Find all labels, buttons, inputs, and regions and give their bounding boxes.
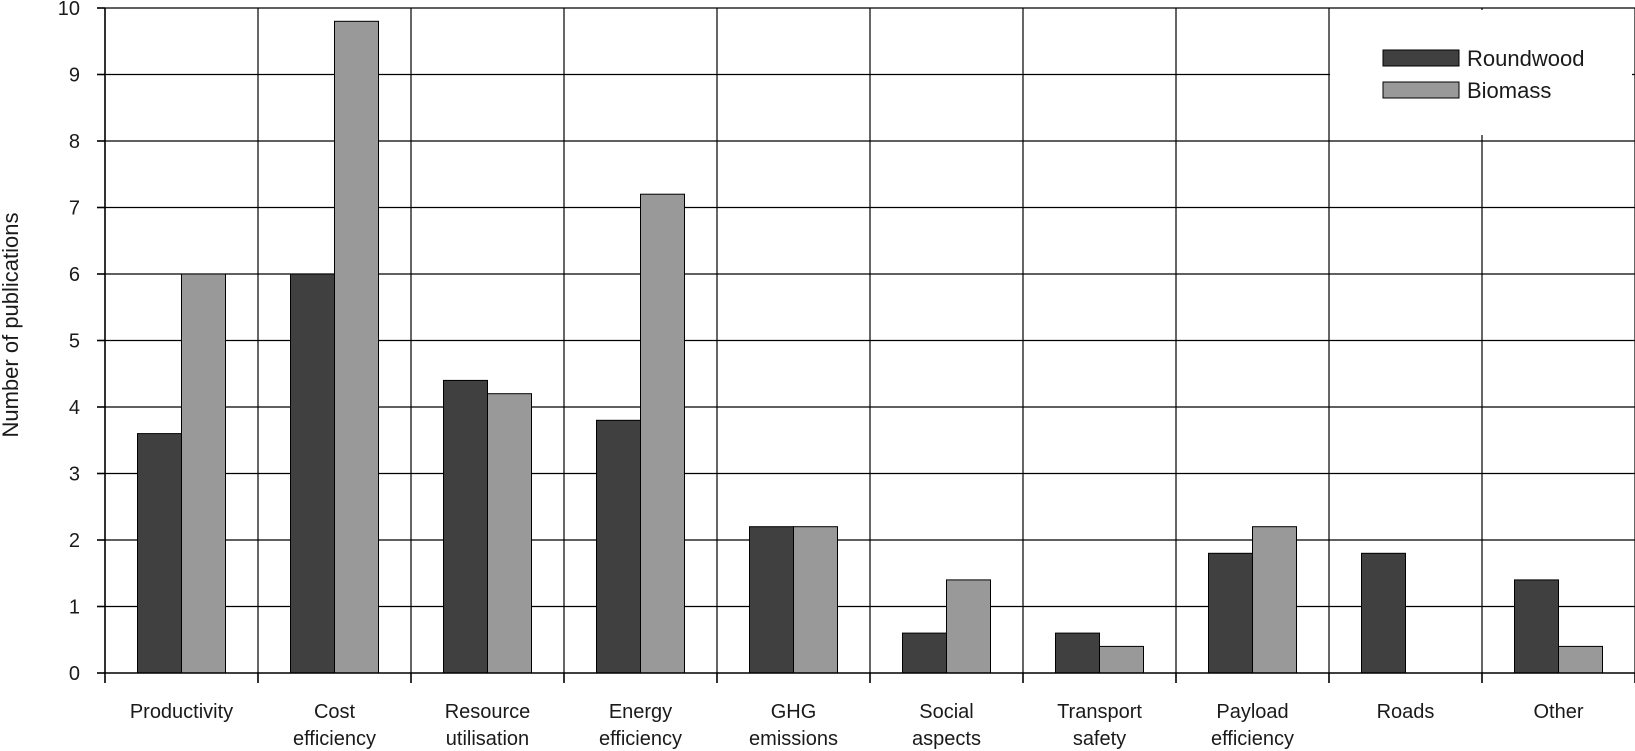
y-tick-label: 10 xyxy=(58,0,80,20)
bar-biomass-2 xyxy=(487,393,532,674)
bar-roundwood-3 xyxy=(596,419,641,674)
bar-biomass-4 xyxy=(793,526,838,674)
x-category-label: Roads xyxy=(1377,701,1435,723)
legend-label-biomass: Biomass xyxy=(1467,78,1551,103)
bar-biomass-7 xyxy=(1252,526,1297,674)
bar-roundwood-1 xyxy=(290,273,335,674)
bars xyxy=(137,20,1603,674)
bar-roundwood-8 xyxy=(1361,552,1406,674)
x-category-label: Transport safety xyxy=(1057,701,1142,750)
bar-roundwood-9 xyxy=(1514,579,1559,674)
legend-background xyxy=(1330,10,1632,135)
x-category-label: Productivity xyxy=(130,701,233,723)
y-tick-label: 4 xyxy=(69,397,80,419)
y-tick-label: 2 xyxy=(69,530,80,552)
bar-biomass-1 xyxy=(334,20,379,674)
y-axis-title: Number of publications xyxy=(0,212,23,437)
y-tick-label: 6 xyxy=(69,264,80,286)
bar-roundwood-0 xyxy=(137,433,182,674)
axes xyxy=(97,7,1635,683)
y-tick-label: 8 xyxy=(69,131,80,153)
y-tick-label: 3 xyxy=(69,464,80,486)
x-category-label: Energy efficiency xyxy=(599,701,682,750)
bar-roundwood-7 xyxy=(1208,552,1253,674)
bar-roundwood-6 xyxy=(1055,632,1100,674)
x-category-label: Payload efficiency xyxy=(1211,701,1294,750)
y-tick-label: 9 xyxy=(69,65,80,87)
y-tick-label: 5 xyxy=(69,331,80,353)
x-category-label: Resource utilisation xyxy=(445,701,531,750)
x-category-label: Cost efficiency xyxy=(293,701,376,750)
bar-roundwood-2 xyxy=(443,379,488,674)
y-tick-label: 1 xyxy=(69,597,80,619)
bar-roundwood-5 xyxy=(902,632,947,674)
legend-label-roundwood: Roundwood xyxy=(1467,46,1584,71)
x-category-label: Other xyxy=(1533,701,1583,723)
legend-swatch-roundwood xyxy=(1382,49,1460,67)
bar-biomass-3 xyxy=(640,193,685,674)
x-category-labels: Productivity Cost efficiency Resource utilis… xyxy=(130,701,1584,750)
bar-biomass-6 xyxy=(1099,645,1144,674)
bar-biomass-0 xyxy=(181,273,226,674)
bar-roundwood-4 xyxy=(749,526,794,674)
legend-swatch-biomass xyxy=(1382,81,1460,99)
y-tick-labels: 0 1 2 3 4 5 6 7 8 9 10 xyxy=(58,0,80,685)
bar-biomass-9 xyxy=(1558,645,1603,674)
y-tick-label: 0 xyxy=(69,663,80,685)
x-category-label: GHG emissions xyxy=(749,701,838,750)
x-category-label: Social aspects xyxy=(912,701,981,750)
bar-biomass-5 xyxy=(946,579,991,674)
y-tick-label: 7 xyxy=(69,198,80,220)
legend: Roundwood Biomass xyxy=(1330,10,1632,135)
